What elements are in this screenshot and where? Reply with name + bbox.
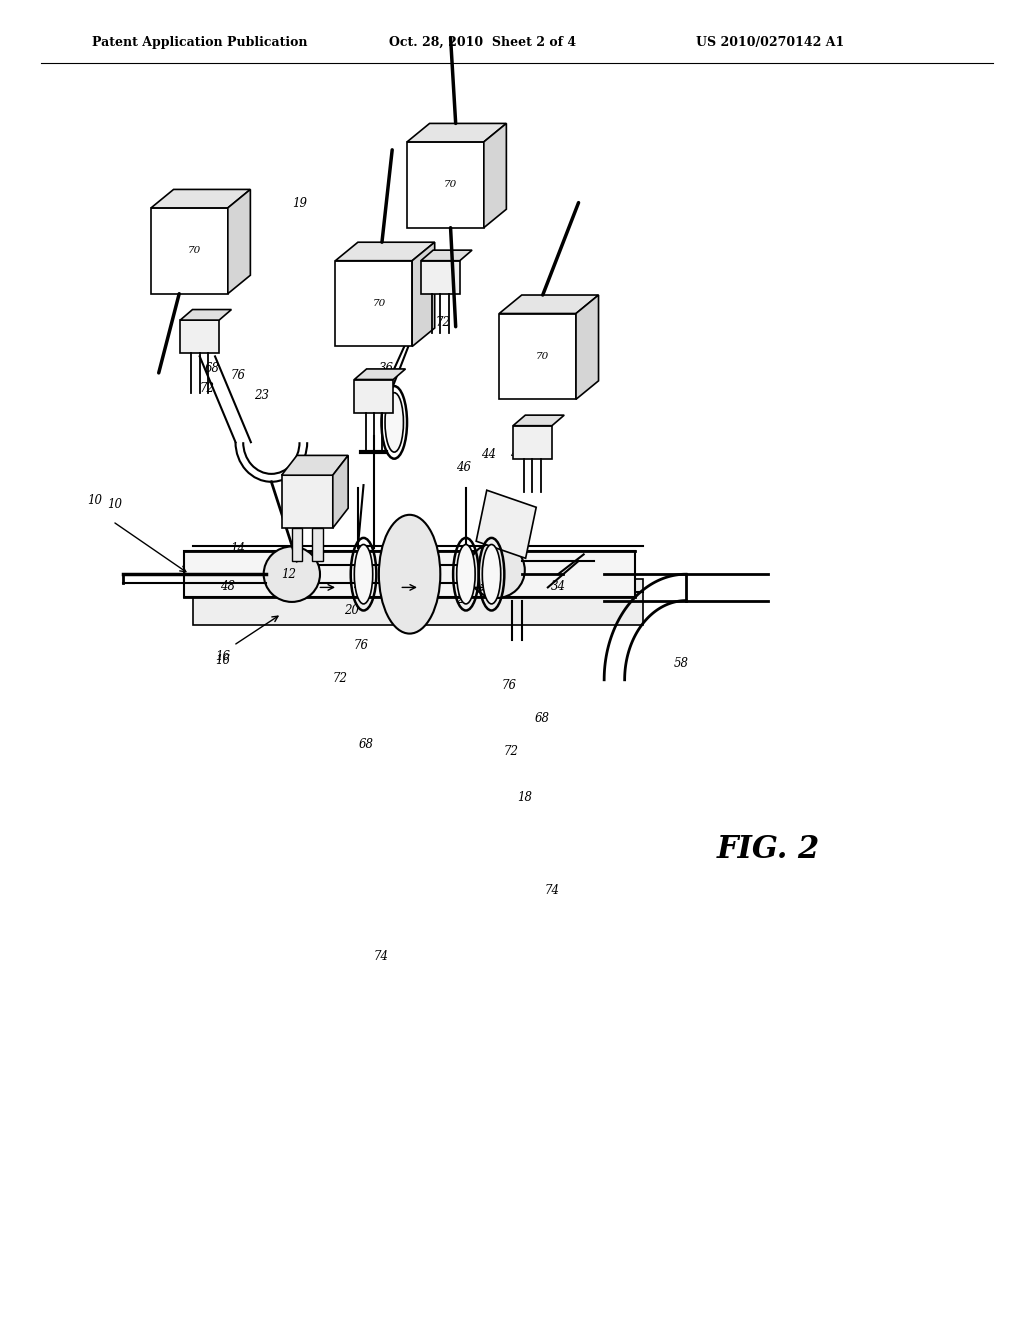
Text: 18: 18 (517, 791, 532, 804)
Text: 40: 40 (510, 447, 525, 461)
Polygon shape (575, 296, 598, 399)
Polygon shape (282, 455, 348, 475)
Text: FIG. 2: FIG. 2 (717, 834, 820, 865)
Polygon shape (227, 189, 250, 293)
Text: 23: 23 (254, 388, 269, 401)
Text: 16: 16 (215, 649, 230, 663)
Text: 10: 10 (108, 498, 123, 511)
Text: 70: 70 (373, 300, 385, 308)
Polygon shape (483, 124, 506, 227)
Text: 76: 76 (374, 276, 389, 289)
Text: 72: 72 (504, 744, 519, 758)
Polygon shape (354, 370, 406, 380)
Polygon shape (421, 251, 472, 261)
Polygon shape (333, 455, 348, 528)
Polygon shape (336, 243, 434, 261)
Text: 16: 16 (215, 653, 230, 667)
Bar (180, 319, 219, 352)
Polygon shape (408, 143, 483, 227)
Text: 20: 20 (344, 603, 359, 616)
Bar (421, 260, 460, 293)
Text: Oct. 28, 2010  Sheet 2 of 4: Oct. 28, 2010 Sheet 2 of 4 (389, 36, 577, 49)
Text: 74: 74 (545, 883, 560, 896)
Bar (513, 425, 552, 458)
Text: 72: 72 (200, 381, 215, 395)
Ellipse shape (468, 543, 524, 598)
Text: 21: 21 (379, 304, 394, 317)
Text: 70: 70 (444, 181, 457, 189)
Bar (184, 552, 635, 597)
Polygon shape (412, 243, 434, 346)
Text: 38: 38 (535, 441, 550, 454)
Text: 76: 76 (353, 639, 369, 652)
Polygon shape (500, 314, 575, 399)
Text: 72: 72 (333, 672, 348, 685)
Bar (476, 490, 537, 558)
Polygon shape (152, 207, 227, 293)
Text: 76: 76 (230, 368, 246, 381)
Ellipse shape (354, 544, 373, 605)
Bar (312, 528, 323, 561)
Text: 68: 68 (535, 711, 550, 725)
Text: 58: 58 (674, 656, 689, 669)
Ellipse shape (379, 515, 440, 634)
Text: 70: 70 (537, 352, 549, 360)
Polygon shape (500, 296, 598, 314)
Ellipse shape (263, 546, 319, 602)
Polygon shape (336, 261, 412, 346)
Ellipse shape (385, 393, 403, 451)
Text: 74: 74 (210, 197, 225, 210)
Bar (292, 528, 302, 561)
Text: 68: 68 (410, 289, 425, 302)
Text: 68: 68 (205, 362, 220, 375)
Bar (193, 578, 643, 626)
Text: 22: 22 (456, 593, 471, 606)
Text: 74: 74 (422, 131, 437, 144)
Text: 19: 19 (292, 197, 307, 210)
Text: 44: 44 (481, 447, 497, 461)
Polygon shape (513, 414, 564, 425)
Polygon shape (152, 189, 250, 207)
Text: Patent Application Publication: Patent Application Publication (92, 36, 307, 49)
Text: 12: 12 (282, 568, 297, 581)
Text: 72: 72 (435, 315, 451, 329)
Text: 70: 70 (188, 247, 201, 255)
Text: 42: 42 (353, 579, 369, 593)
Text: 10: 10 (87, 494, 102, 507)
Bar (354, 380, 393, 412)
Ellipse shape (457, 544, 475, 605)
Text: 48: 48 (220, 579, 236, 593)
Polygon shape (408, 124, 506, 143)
Text: US 2010/0270142 A1: US 2010/0270142 A1 (696, 36, 845, 49)
Text: 34: 34 (551, 579, 566, 593)
Bar (282, 475, 333, 528)
Text: 68: 68 (358, 738, 374, 751)
Ellipse shape (482, 544, 501, 605)
Text: 76: 76 (502, 678, 517, 692)
Text: 36: 36 (379, 362, 394, 375)
Text: 14: 14 (230, 541, 246, 554)
Polygon shape (180, 310, 231, 321)
Text: 74: 74 (374, 949, 389, 962)
Text: 46: 46 (456, 461, 471, 474)
